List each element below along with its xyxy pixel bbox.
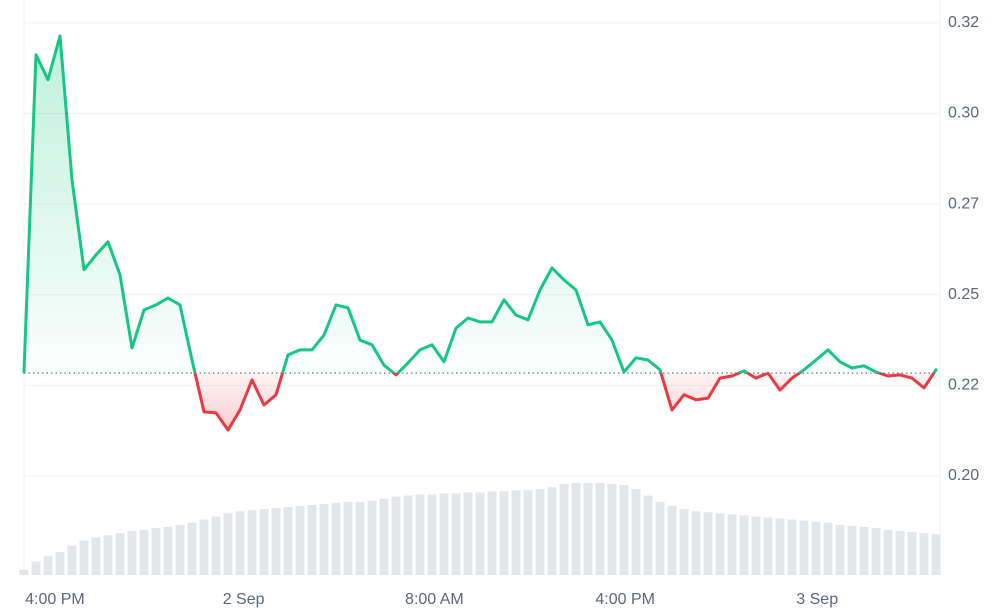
volume-bar: [379, 498, 389, 575]
volume-bar: [559, 484, 569, 575]
volume-bar: [751, 516, 761, 575]
volume-bar: [319, 503, 329, 575]
volume-bar: [127, 531, 137, 575]
volume-bar: [115, 533, 125, 575]
volume-bar: [391, 496, 401, 575]
volume-bar: [307, 504, 317, 575]
volume-bar: [727, 514, 737, 575]
volume-bar: [139, 530, 149, 575]
volume-bar: [619, 485, 629, 575]
volume-bar: [283, 507, 293, 575]
volume-bar: [487, 491, 497, 575]
x-tick-label: 8:00 AM: [405, 591, 464, 608]
volume-bar: [703, 512, 713, 575]
volume-bar: [607, 484, 617, 575]
volume-bar: [259, 509, 269, 575]
volume-bar: [811, 521, 821, 575]
y-tick-label: 0.32: [948, 14, 979, 31]
volume-bar: [187, 522, 197, 575]
volume-bar: [451, 493, 461, 575]
volume-bar: [163, 526, 173, 575]
price-line: [22, 34, 938, 432]
volume-bar: [691, 511, 701, 575]
volume-bar: [223, 513, 233, 575]
volume-bar: [595, 483, 605, 575]
volume-bar: [919, 533, 929, 575]
volume-bar: [19, 569, 29, 575]
volume-bar: [103, 535, 113, 575]
volume-bar: [679, 509, 689, 575]
area: [24, 35, 936, 431]
volume-bar: [331, 502, 341, 575]
volume-bar: [763, 517, 773, 575]
volume-bar: [931, 534, 941, 575]
volume-bar: [667, 506, 677, 575]
volume-bar: [499, 491, 509, 575]
volume-bar: [199, 519, 209, 575]
volume-bar: [859, 526, 869, 575]
volume-bar: [43, 556, 53, 575]
volume-bar: [31, 561, 41, 575]
volume-bar: [835, 524, 845, 575]
volume-bar: [91, 537, 101, 575]
volume-bar: [847, 525, 857, 575]
volume-bar: [715, 513, 725, 575]
volume-bar: [775, 518, 785, 575]
volume-bar: [211, 516, 221, 575]
volume-bar: [55, 552, 65, 575]
volume-bar: [67, 545, 77, 575]
volume-bar: [475, 492, 485, 575]
volume-bar: [247, 510, 257, 575]
volume-bar: [907, 532, 917, 575]
volume-bar: [415, 494, 425, 575]
volume-bar: [511, 490, 521, 575]
x-tick-label: 4:00 PM: [595, 591, 655, 608]
volume-bar: [175, 524, 185, 575]
volume-bar: [355, 501, 365, 575]
y-tick-label: 0.20: [948, 467, 979, 484]
volume-bar: [403, 495, 413, 575]
volume-bar: [883, 530, 893, 575]
x-tick-label: 3 Sep: [796, 591, 838, 608]
volume-bar: [655, 501, 665, 575]
volume-bar: [367, 500, 377, 575]
volume-bar: [295, 506, 305, 575]
volume-bar: [79, 540, 89, 575]
volume-bar: [871, 527, 881, 575]
y-tick-label: 0.22: [948, 377, 979, 394]
volume-bar: [799, 520, 809, 575]
volume-bar: [535, 489, 545, 575]
volume-bar: [427, 494, 437, 575]
volume-bar: [823, 522, 833, 575]
y-tick-label: 0.27: [948, 195, 979, 212]
x-tick-label: 4:00 PM: [25, 591, 85, 608]
volume-bar: [895, 531, 905, 575]
volume-bar: [583, 483, 593, 575]
volume-bar: [547, 487, 557, 575]
volume-bar: [631, 489, 641, 575]
x-tick-label: 2 Sep: [223, 591, 265, 608]
volume-bar: [151, 527, 161, 575]
volume-bar: [235, 511, 245, 575]
volume-bar: [271, 508, 281, 575]
volume-bar: [439, 493, 449, 575]
volume-bar: [739, 515, 749, 575]
y-tick-label: 0.25: [948, 286, 979, 303]
volume-bar: [643, 495, 653, 575]
volume-bar: [463, 492, 473, 575]
volume-bar: [343, 501, 353, 575]
volume-bar: [523, 490, 533, 575]
volume-bar: [571, 483, 581, 575]
y-tick-label: 0.30: [948, 105, 979, 122]
volume-bar: [787, 519, 797, 575]
